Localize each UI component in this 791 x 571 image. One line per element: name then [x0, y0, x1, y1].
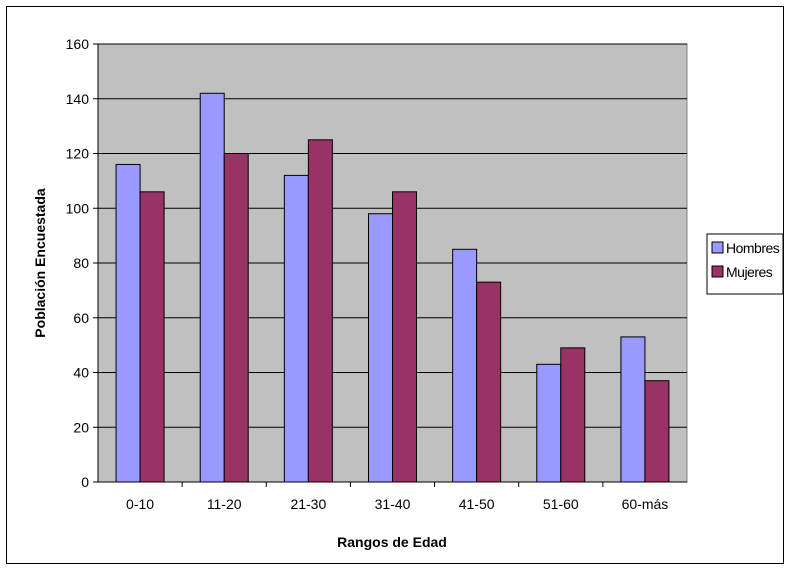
- legend-label-hombres: Hombres: [726, 240, 780, 256]
- bar-mujeres-41-50: [476, 281, 502, 483]
- bar-mujeres-60-más: [644, 380, 670, 483]
- y-tick-label: 100: [66, 200, 90, 216]
- y-tick-label: 20: [73, 419, 89, 435]
- x-tick-label: 51-60: [543, 496, 579, 512]
- y-tick-label: 160: [66, 36, 90, 52]
- bar-mujeres-31-40: [392, 191, 417, 483]
- bar-hombres-51-60: [536, 363, 562, 483]
- y-tick-label: 60: [73, 310, 89, 326]
- bar-hombres-11-20: [199, 92, 225, 483]
- x-tick-label: 60-más: [622, 496, 669, 512]
- x-tick-label: 21-30: [290, 496, 326, 512]
- y-tick-label: 40: [73, 365, 89, 381]
- x-tick-label: 41-50: [459, 496, 495, 512]
- y-tick-label: 120: [66, 146, 90, 162]
- legend-label-mujeres: Mujeres: [726, 264, 773, 280]
- y-tick-label: 80: [73, 255, 89, 271]
- legend-swatch-hombres: [711, 241, 724, 254]
- bar-hombres-21-30: [283, 174, 309, 483]
- legend: Hombres Mujeres: [706, 233, 784, 295]
- y-axis-title: Población Encuestada: [32, 188, 48, 338]
- axes: [93, 43, 687, 487]
- bar-hombres-60-más: [620, 336, 646, 483]
- bar-hombres-0-10: [115, 163, 141, 483]
- bar-hombres-31-40: [368, 213, 393, 483]
- x-tick-label: 0-10: [126, 496, 154, 512]
- bars: [115, 92, 670, 483]
- x-tick-label: 11-20: [207, 496, 242, 512]
- x-tick-label: 31-40: [375, 496, 411, 512]
- x-tick-labels: 0-10 11-20 21-30 31-40 41-50 51-60 60-más: [126, 496, 668, 512]
- x-axis-title: Rangos de Edad: [337, 534, 447, 550]
- y-tick-labels: 0 20 40 60 80 100 120 140 160: [66, 36, 90, 490]
- bar-hombres-41-50: [452, 248, 478, 483]
- bar-mujeres-0-10: [139, 191, 165, 483]
- y-tick-label: 0: [81, 474, 89, 490]
- bar-mujeres-51-60: [560, 347, 586, 483]
- y-tick-label: 140: [66, 91, 90, 107]
- bar-mujeres-21-30: [307, 139, 333, 483]
- legend-swatch-mujeres: [711, 265, 724, 278]
- bar-mujeres-11-20: [223, 153, 249, 483]
